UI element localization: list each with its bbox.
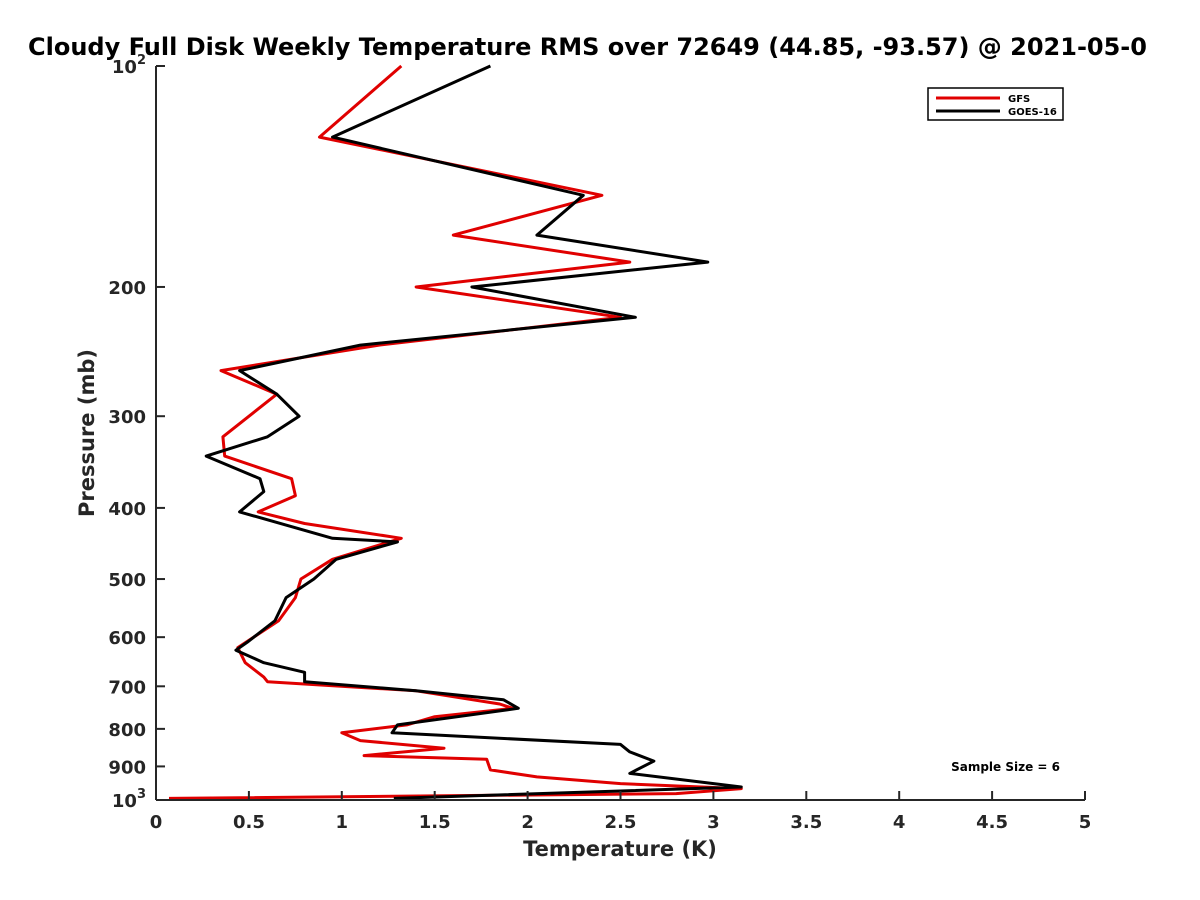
x-tick-label: 4 [893,812,906,833]
x-tick-label: 2 [521,812,534,833]
y-tick-label: 700 [108,677,146,698]
y-tick-label: 800 [108,720,146,741]
chart-title: Cloudy Full Disk Weekly Temperature RMS … [28,33,1147,61]
y-tick-label: 103 [112,787,146,812]
legend-entry-label: GOES-16 [1008,107,1057,118]
x-tick-label: 3.5 [790,812,822,833]
y-tick-label: 200 [108,278,146,299]
y-tick-label: 600 [108,628,146,649]
x-tick-label: 1.5 [419,812,451,833]
x-tick-label: 5 [1079,812,1092,833]
legend-entry-label: GFS [1008,94,1030,105]
axes-layer: 0 0.5 1 1.5 2 2.5 3 3.5 4 4.5 5 102 200 300 400 500 600 7… [108,53,1091,833]
y-tick-label: 400 [108,499,146,520]
sample-size-annotation: Sample Size = 6 [951,760,1060,774]
x-tick-label: 0.5 [233,812,265,833]
x-tick-label: 1 [336,812,349,833]
x-tick-label: 2.5 [605,812,637,833]
x-axis-label: Temperature (K) [523,837,717,861]
y-tick-label: 102 [112,53,146,78]
legend-box [927,87,1064,121]
y-tick-label: 500 [108,570,146,591]
series-line-goes-16 [204,64,743,800]
x-tick-label: 0 [150,812,163,833]
series-layer [168,64,743,800]
y-axis-label: Pressure (mb) [75,349,99,517]
x-tick-label: 3 [707,812,720,833]
y-tick-label: 900 [108,757,146,778]
legend: GFS GOES-16 [927,87,1064,121]
y-tick-label: 300 [108,407,146,428]
x-tick-label: 4.5 [976,812,1008,833]
